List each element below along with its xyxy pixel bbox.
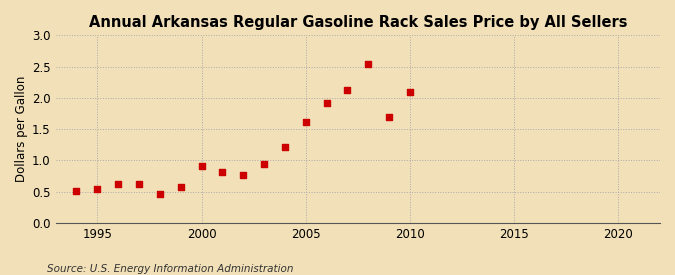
Point (279, 145, 290, 149)
Point (176, 185, 186, 189)
Point (71, 189, 82, 193)
Point (238, 172, 248, 177)
Point (134, 181, 144, 186)
Point (321, 101, 332, 105)
Y-axis label: Dollars per Gallon: Dollars per Gallon (15, 76, 28, 182)
Point (113, 181, 124, 186)
Point (404, 89, 415, 94)
Point (300, 120, 311, 124)
Point (217, 170, 227, 174)
Point (342, 87, 353, 92)
Point (92, 186, 103, 191)
Point (155, 191, 165, 196)
Point (383, 114, 394, 119)
Text: Source: U.S. Energy Information Administration: Source: U.S. Energy Information Administ… (47, 264, 294, 274)
Point (196, 164, 207, 168)
Point (259, 162, 269, 166)
Point (363, 62, 374, 66)
Title: Annual Arkansas Regular Gasoline Rack Sales Price by All Sellers: Annual Arkansas Regular Gasoline Rack Sa… (88, 15, 627, 30)
